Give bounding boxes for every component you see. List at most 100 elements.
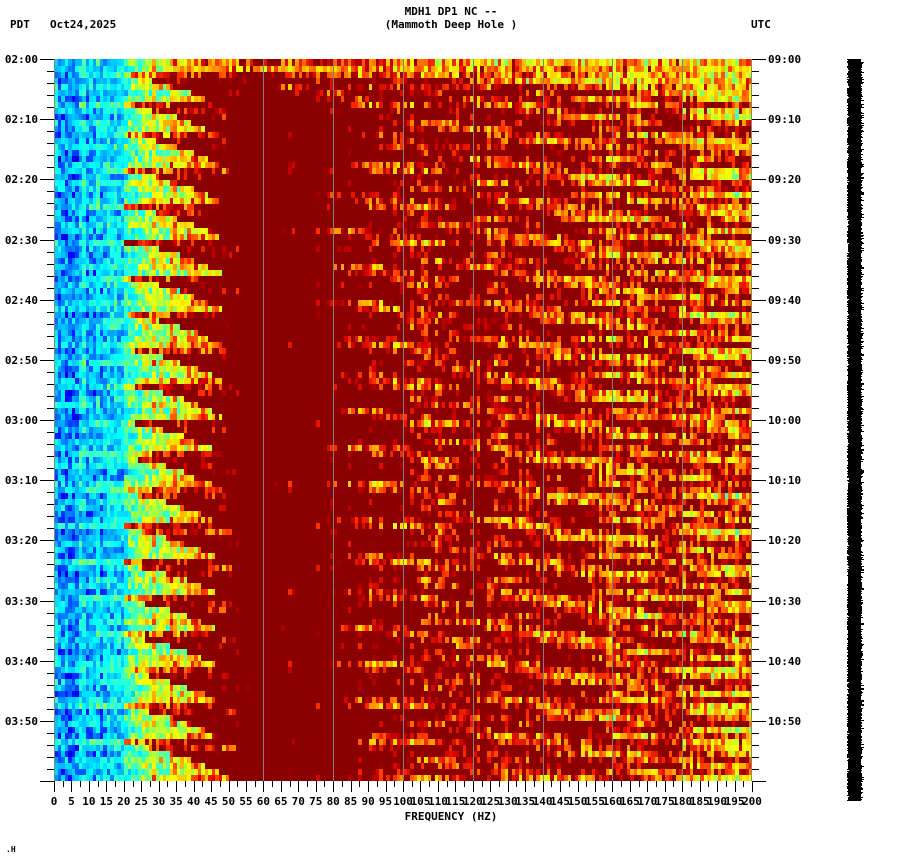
time-tick-minor (752, 588, 759, 589)
freq-tick-minor (604, 781, 605, 787)
freq-tick-minor (394, 781, 395, 787)
time-tick-minor (752, 769, 759, 770)
freq-tick-label: 185 (689, 795, 710, 808)
time-tick-major (752, 179, 766, 180)
time-tick-minor (752, 456, 759, 457)
time-tick-minor (47, 552, 54, 553)
frequency-axis-labels: 0 5 10 15 20 25 30 35 40 45 50 55 60 65 70 75 80 85 90 95 10… (0, 795, 902, 811)
freq-tick-major (578, 781, 579, 792)
time-tick-minor (47, 396, 54, 397)
time-tick-minor (47, 336, 54, 337)
corner-artifact-mark: .H (6, 845, 16, 854)
freq-tick-minor (80, 781, 81, 787)
time-tick-minor (47, 576, 54, 577)
freq-tick-major (647, 781, 648, 792)
time-tick-minor (752, 372, 759, 373)
time-tick-minor (47, 504, 54, 505)
time-tick-minor (47, 564, 54, 565)
freq-tick-minor (359, 781, 360, 787)
chart-title-line2: (Mammoth Deep Hole ) (384, 18, 518, 31)
time-tick-minor (47, 252, 54, 253)
freq-tick-major (455, 781, 456, 792)
time-tick-minor (47, 444, 54, 445)
freq-tick-label: 100 (393, 795, 413, 808)
freq-tick-label: 190 (707, 795, 728, 808)
freq-tick-major (351, 781, 352, 792)
time-tick-minor (47, 143, 54, 144)
date-label: Oct24,2025 (50, 18, 117, 31)
time-tick-minor (47, 492, 54, 493)
time-tick-minor (47, 408, 54, 409)
freq-tick-major (473, 781, 474, 792)
freq-tick-label: 50 (221, 795, 236, 808)
time-tick-major (40, 540, 54, 541)
time-tick-minor (752, 215, 759, 216)
right-time-axis-labels: 09:00 09:10 09:20 09:30 09:40 09:50 10:00 10:10… (768, 54, 828, 781)
freq-tick-major (263, 781, 264, 792)
left-time-label: 02:50 (4, 354, 38, 367)
time-tick-minor (752, 528, 759, 529)
freq-tick-major (612, 781, 613, 792)
time-tick-major (752, 721, 766, 722)
freq-tick-major (490, 781, 491, 792)
freq-tick-major (682, 781, 683, 792)
time-tick-minor (47, 649, 54, 650)
freq-tick-major (106, 781, 107, 792)
freq-tick-minor (290, 781, 291, 787)
freq-tick-label: 155 (585, 795, 605, 808)
time-tick-minor (752, 288, 759, 289)
freq-tick-minor (569, 781, 570, 787)
freq-tick-minor (551, 781, 552, 787)
freq-tick-major (543, 781, 544, 792)
freq-tick-minor (237, 781, 238, 787)
time-tick-minor (752, 203, 759, 204)
left-time-label: 02:40 (4, 294, 38, 307)
freq-tick-minor (98, 781, 99, 787)
time-tick-minor (47, 215, 54, 216)
freq-tick-label: 115 (445, 795, 466, 808)
freq-tick-label: 180 (672, 795, 693, 808)
time-tick-minor (47, 264, 54, 265)
freq-tick-label: 160 (602, 795, 623, 808)
left-time-label: 02:10 (4, 113, 38, 126)
freq-tick-minor (115, 781, 116, 787)
freq-tick-minor (342, 781, 343, 787)
time-tick-major (752, 240, 766, 241)
time-tick-minor (752, 552, 759, 553)
time-tick-minor (752, 167, 759, 168)
time-tick-minor (752, 516, 759, 517)
time-tick-minor (47, 107, 54, 108)
freq-tick-major (508, 781, 509, 792)
right-time-label: 10:20 (768, 534, 802, 547)
time-tick-major (752, 540, 766, 541)
saturation-strip-canvas (845, 59, 867, 801)
time-tick-minor (47, 613, 54, 614)
time-tick-major (752, 300, 766, 301)
right-time-label: 09:20 (768, 173, 802, 186)
time-tick-minor (47, 673, 54, 674)
freq-tick-major (89, 781, 90, 792)
time-tick-major (752, 601, 766, 602)
freq-tick-label: 195 (724, 795, 745, 808)
time-tick-minor (47, 227, 54, 228)
freq-tick-minor (708, 781, 709, 787)
freq-tick-major (229, 781, 230, 792)
freq-tick-minor (202, 781, 203, 787)
freq-tick-major (194, 781, 195, 792)
time-tick-minor (47, 203, 54, 204)
freq-tick-minor (324, 781, 325, 787)
freq-tick-minor (639, 781, 640, 787)
time-tick-major (752, 480, 766, 481)
time-tick-minor (47, 95, 54, 96)
time-tick-minor (752, 637, 759, 638)
time-tick-major (752, 781, 766, 782)
time-tick-minor (752, 757, 759, 758)
time-tick-minor (752, 576, 759, 577)
time-tick-minor (752, 709, 759, 710)
time-tick-major (40, 661, 54, 662)
time-tick-minor (752, 504, 759, 505)
freq-tick-label: 95 (378, 795, 393, 808)
time-tick-minor (47, 155, 54, 156)
time-tick-minor (752, 155, 759, 156)
time-tick-minor (47, 83, 54, 84)
